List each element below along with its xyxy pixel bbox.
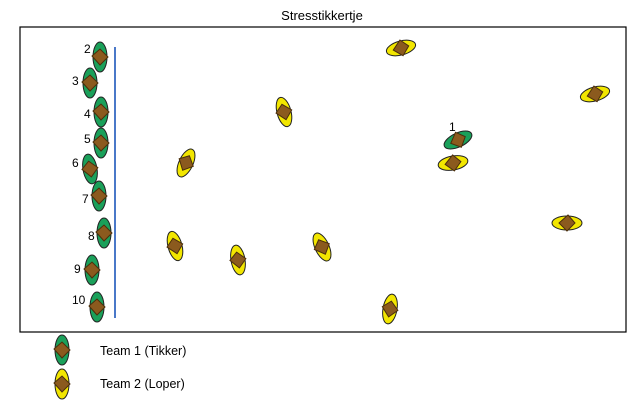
team1-player	[92, 96, 110, 128]
team2-player	[229, 244, 247, 276]
player-head	[92, 134, 110, 152]
player-number: 5	[84, 132, 91, 146]
player-head	[392, 39, 410, 57]
player-head	[95, 224, 113, 242]
tikker-number: 1	[449, 120, 456, 134]
tikker-player	[443, 130, 473, 150]
player-number: 7	[82, 192, 89, 206]
player-number: 8	[88, 229, 95, 243]
team1-lineup: 2 3 4 5 6 7 8 9 10	[72, 41, 113, 323]
team1-player	[90, 180, 108, 212]
player-head	[91, 48, 109, 66]
team2-player	[166, 230, 184, 262]
player-number: 2	[84, 42, 91, 56]
legend-team2-label: Team 2 (Loper)	[100, 377, 185, 391]
player-head	[90, 187, 108, 205]
player-head	[53, 375, 71, 393]
player-head	[166, 237, 184, 255]
team2-player	[381, 293, 399, 325]
player-number: 9	[74, 262, 81, 276]
player-number: 4	[84, 107, 91, 121]
player-head	[81, 160, 99, 178]
team2-player	[437, 154, 469, 172]
team2-player	[312, 232, 332, 262]
player-head	[313, 239, 330, 255]
player-head	[229, 251, 247, 269]
team2-player	[275, 96, 293, 128]
team2-player	[385, 39, 417, 57]
team1-player	[91, 41, 109, 73]
team1-player	[95, 217, 113, 249]
legend: Team 1 (Tikker) Team 2 (Loper)	[53, 334, 186, 400]
player-head	[88, 298, 106, 316]
team1-player	[81, 153, 99, 185]
legend-team2-icon	[53, 368, 71, 400]
team1-player	[88, 291, 106, 323]
player-head	[81, 74, 99, 92]
team2-player	[579, 85, 611, 103]
player-number: 6	[72, 156, 79, 170]
player-head	[92, 103, 110, 121]
player-head	[586, 85, 604, 103]
player-head	[444, 154, 462, 172]
team1-player	[81, 67, 99, 99]
player-head	[53, 341, 71, 359]
player-head	[275, 103, 293, 121]
player-number: 3	[72, 74, 79, 88]
team2-player	[551, 214, 583, 232]
team2-runners	[166, 39, 611, 325]
player-head	[381, 300, 399, 318]
player-number: 10	[72, 293, 86, 307]
player-head	[558, 214, 576, 232]
player-head	[83, 261, 101, 279]
team2-player	[176, 148, 196, 178]
legend-team1-icon	[53, 334, 71, 366]
team1-player	[92, 127, 110, 159]
legend-team1-label: Team 1 (Tikker)	[100, 344, 186, 358]
diagram-title: Stresstikkertje	[281, 8, 363, 23]
playing-field	[19, 26, 627, 333]
player-head	[178, 155, 194, 171]
team1-player	[83, 254, 101, 286]
player-head	[450, 131, 466, 148]
